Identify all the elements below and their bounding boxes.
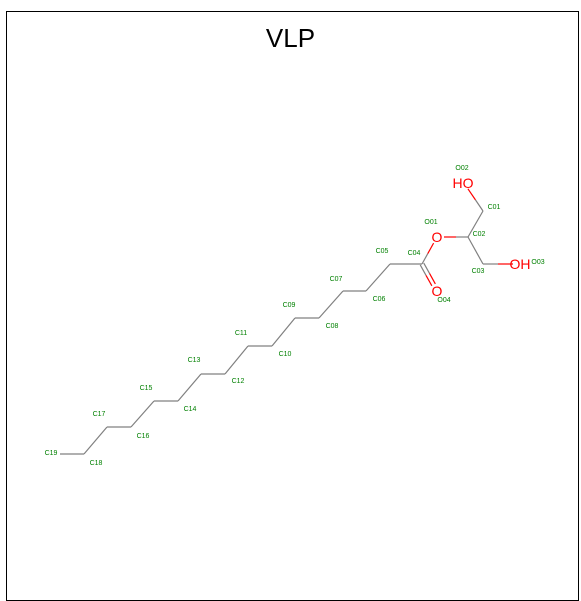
atom-name-c13: C13 [188,357,201,364]
bond-C06-C05 [365,263,391,292]
atom-name-o01: O01 [424,219,437,226]
atom-name-c16: C16 [137,433,150,440]
atom-name-o02: O02 [455,165,468,172]
atom-name-o03: O03 [531,259,544,266]
bond-C04-O01 [421,253,429,265]
hetero-label-o04: O [432,283,443,299]
hetero-label-o01: O [432,229,443,245]
atom-name-c08: C08 [326,323,339,330]
bond-C01-O02 [467,188,476,201]
atom-name-c11: C11 [235,330,247,337]
bond-C08-C07 [318,290,344,319]
bond-C02-C03 [467,236,484,265]
bond-C04-O01 [427,242,435,254]
bond-C16-C15 [130,400,155,428]
atom-name-c19: C19 [45,450,58,457]
atom-name-c15: C15 [140,385,153,392]
bond-C14-C13 [177,373,202,402]
atom-name-c10: C10 [279,351,292,358]
double-bond-C04-O04 [429,273,436,285]
double-bond-C04-O04 [423,262,431,274]
hetero-label-o03: OH [510,256,531,272]
atom-name-c06: C06 [373,296,386,303]
hetero-label-o02: HO [453,175,474,191]
bond-C10-C09 [271,317,296,347]
bond-C12-C11 [224,345,249,375]
atom-name-c07: C07 [330,276,343,283]
diagram-frame [6,11,579,601]
atom-name-c17: C17 [93,411,106,418]
bond-C02-C01 [467,210,484,238]
double-bond-C04-O04 [425,275,433,287]
bond-C18-C17 [83,426,108,455]
diagram-title: VLP [265,23,316,53]
atom-name-c18: C18 [90,460,103,467]
atom-name-o04: O04 [437,297,450,304]
atom-name-c14: C14 [184,406,197,413]
atom-name-c05: C05 [376,248,389,255]
atom-name-c09: C09 [283,302,296,309]
bond-C01-O02 [474,199,484,212]
atom-name-c03: C03 [472,268,485,275]
atom-name-c04: C04 [408,250,421,257]
atom-name-c02: C02 [473,231,486,238]
double-bond-C04-O04 [419,264,427,276]
atom-name-c01: C01 [488,204,501,211]
atom-name-c12: C12 [232,378,245,385]
